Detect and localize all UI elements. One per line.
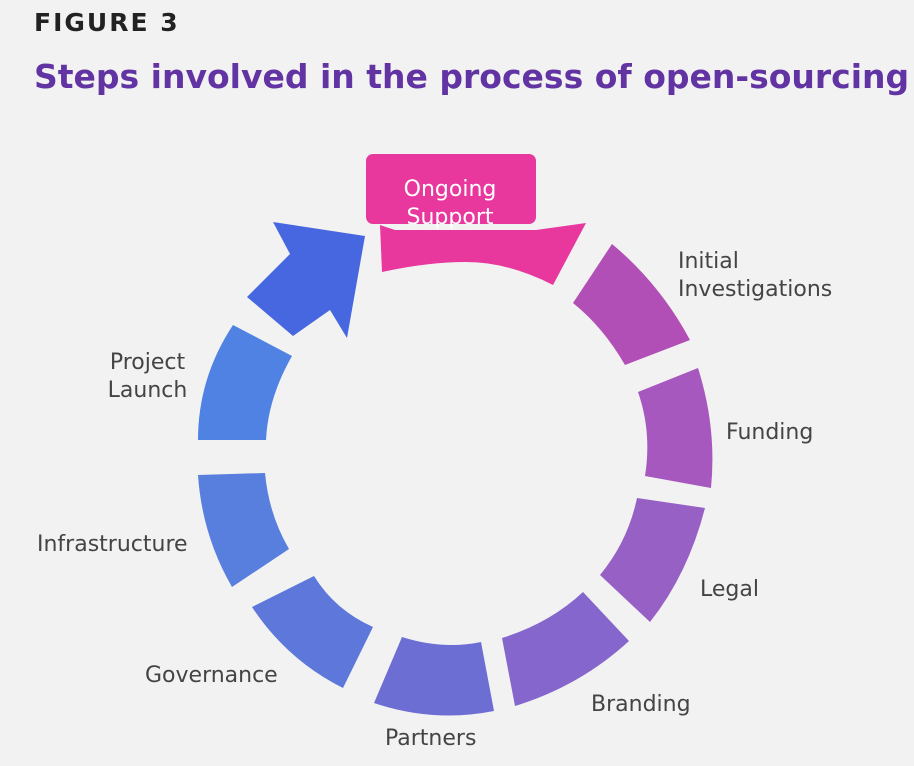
label-legal: Legal bbox=[700, 577, 759, 602]
segment-branding bbox=[502, 592, 629, 706]
segment-infrastructure bbox=[198, 473, 289, 587]
ongoing-support-tab bbox=[366, 154, 536, 224]
segment-initial-investigations bbox=[573, 244, 690, 365]
label-partners: Partners bbox=[385, 726, 477, 751]
segment-project-launch bbox=[198, 325, 292, 440]
label-branding: Branding bbox=[591, 692, 691, 717]
segment-partners bbox=[374, 637, 494, 716]
label-infrastructure: Infrastructure bbox=[37, 532, 188, 557]
figure-label: FIGURE 3 bbox=[34, 8, 180, 37]
segment-arrow bbox=[247, 222, 365, 338]
figure-title: Steps involved in the process of open-so… bbox=[34, 57, 910, 96]
segment-governance bbox=[252, 576, 373, 688]
segment-funding bbox=[638, 368, 713, 488]
segment-legal bbox=[600, 498, 705, 622]
label-project-launch: Project Launch bbox=[107, 350, 188, 403]
label-governance: Governance bbox=[145, 663, 278, 688]
segment-ongoing-support bbox=[380, 223, 586, 285]
label-funding: Funding bbox=[726, 420, 814, 445]
label-initial-investigations: Initial Investigations bbox=[678, 249, 833, 302]
label-ongoing-support: Ongoing Support bbox=[403, 177, 497, 230]
